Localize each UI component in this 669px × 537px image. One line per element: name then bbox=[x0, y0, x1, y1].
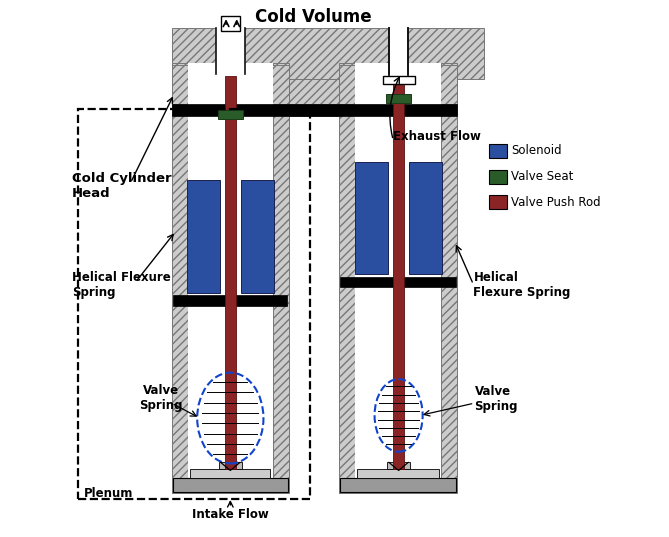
Bar bbox=[339, 63, 355, 493]
Bar bbox=[78, 110, 310, 499]
Text: Valve Seat: Valve Seat bbox=[511, 170, 573, 183]
Text: Plenum: Plenum bbox=[84, 488, 132, 500]
Text: Valve
Spring: Valve Spring bbox=[474, 386, 518, 413]
Bar bbox=[409, 162, 442, 274]
Bar bbox=[187, 180, 219, 293]
Bar bbox=[339, 66, 458, 105]
Bar bbox=[225, 76, 235, 469]
Bar bbox=[171, 28, 484, 79]
Bar bbox=[339, 105, 458, 116]
Bar bbox=[355, 63, 442, 478]
Bar bbox=[289, 105, 339, 116]
Bar bbox=[289, 79, 339, 116]
Bar bbox=[171, 66, 289, 105]
Bar bbox=[339, 478, 458, 493]
Bar bbox=[341, 277, 456, 287]
Bar bbox=[171, 105, 289, 116]
Bar bbox=[171, 63, 187, 493]
Text: Valve
Spring: Valve Spring bbox=[139, 384, 183, 412]
Text: Exhaust Flow: Exhaust Flow bbox=[393, 129, 481, 142]
Text: Helical Flexure
Spring: Helical Flexure Spring bbox=[72, 271, 171, 299]
Bar bbox=[340, 478, 456, 492]
Bar bbox=[217, 111, 243, 119]
Text: Cold Volume: Cold Volume bbox=[255, 9, 371, 26]
Text: Solenoid: Solenoid bbox=[511, 144, 561, 157]
Bar bbox=[490, 144, 506, 158]
Bar bbox=[393, 76, 404, 469]
Bar bbox=[241, 180, 274, 293]
Bar bbox=[190, 469, 270, 478]
Bar bbox=[490, 170, 506, 184]
Bar bbox=[173, 295, 288, 306]
Bar bbox=[389, 28, 408, 74]
Bar bbox=[273, 63, 289, 493]
Text: Intake Flow: Intake Flow bbox=[192, 508, 269, 521]
Bar bbox=[386, 95, 411, 103]
Bar bbox=[221, 16, 240, 31]
Bar bbox=[355, 71, 442, 103]
Text: Cold Cylinder
Head: Cold Cylinder Head bbox=[72, 172, 171, 200]
Bar bbox=[187, 71, 273, 103]
Bar bbox=[289, 79, 339, 105]
Bar bbox=[355, 162, 388, 274]
Bar bbox=[219, 462, 242, 469]
Text: Helical
Flexure Spring: Helical Flexure Spring bbox=[474, 271, 571, 299]
Bar bbox=[387, 462, 410, 469]
Bar bbox=[187, 63, 273, 478]
Bar bbox=[490, 195, 506, 209]
Bar bbox=[442, 63, 458, 493]
Bar bbox=[383, 76, 415, 84]
Bar bbox=[171, 478, 289, 493]
Bar bbox=[173, 478, 288, 492]
Text: Valve Push Rod: Valve Push Rod bbox=[511, 196, 600, 209]
Bar bbox=[357, 469, 439, 478]
Bar bbox=[215, 28, 245, 74]
